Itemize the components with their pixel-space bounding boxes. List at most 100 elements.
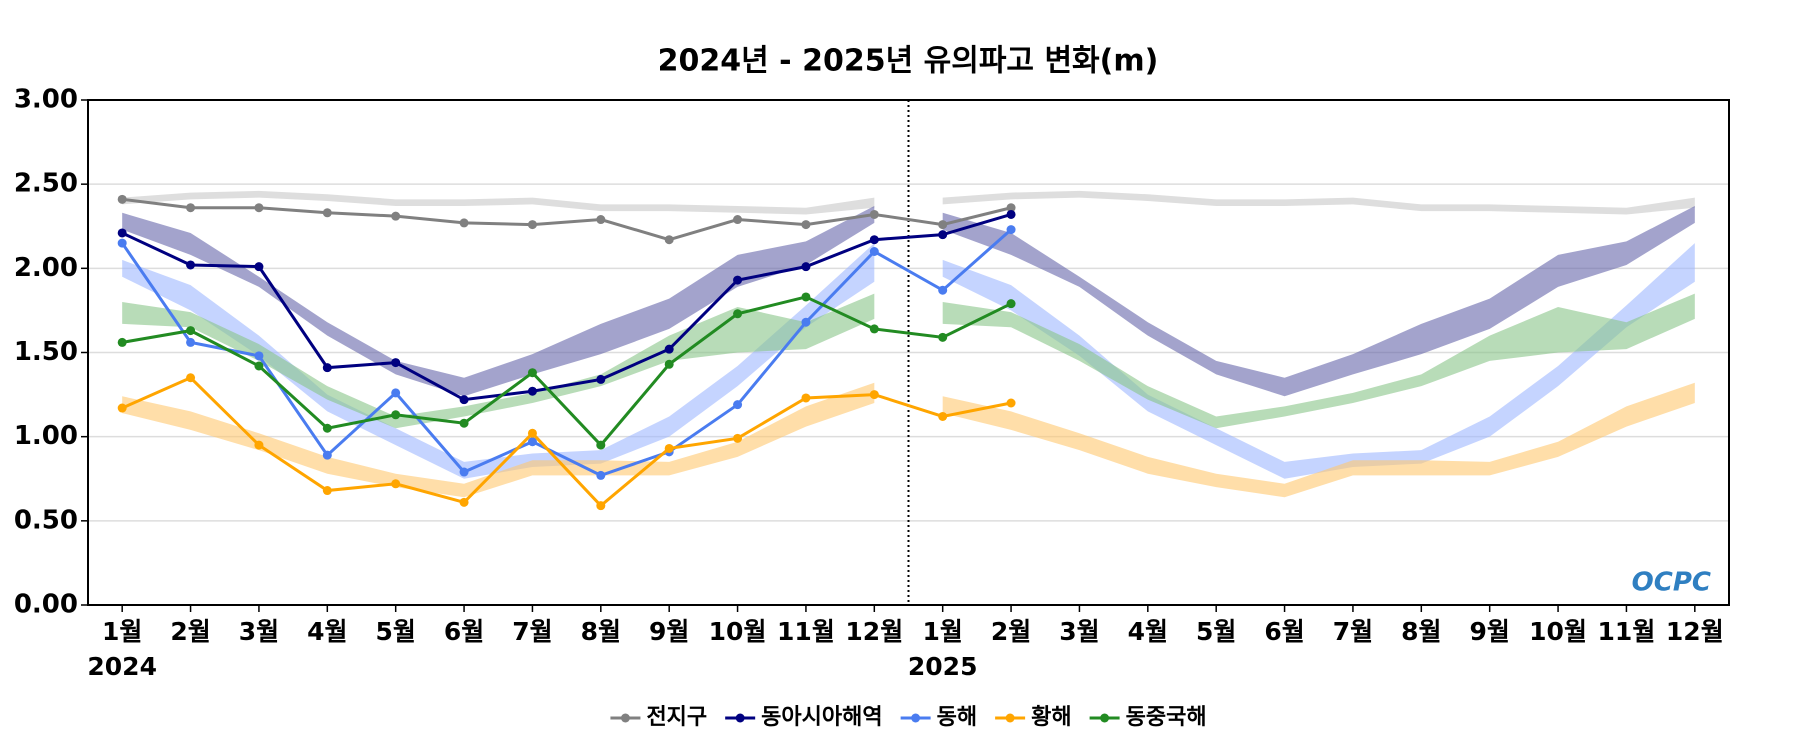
data-point [322,486,332,496]
chart-title: 2024년 - 2025년 유의파고 변화(m) [658,44,1159,79]
data-point [322,423,332,433]
data-point [664,344,674,354]
data-point [664,235,674,245]
climatology-band [942,190,1695,215]
data-point [391,358,401,368]
series-line [121,213,1012,402]
x-tick-label: 7월 [1333,617,1373,646]
x-tick-label: 1월 [102,617,142,646]
x-tick-label: 7월 [512,617,552,646]
x-tick-label: 9월 [1469,617,1509,646]
data-point [117,337,127,347]
data-point [391,211,401,221]
year-label: 2024 [87,652,157,681]
data-point [459,497,469,507]
climatology-band [122,206,875,397]
data-point [938,230,948,240]
data-point [254,361,264,371]
x-tick-label: 12월 [1666,617,1724,646]
data-point [391,388,401,398]
data-point [801,220,811,230]
y-tick-label: 2.00 [14,253,78,283]
x-tick-label: 9월 [649,617,689,646]
data-point [733,433,743,443]
x-tick-label: 6월 [1264,617,1304,646]
data-point [391,479,401,489]
data-point [186,373,196,383]
data-point [459,418,469,428]
climatology-band [122,190,875,215]
x-tick-label: 8월 [1401,617,1441,646]
x-tick-label: 3월 [239,617,279,646]
legend: 전지구 동아시아해역 동해 황해 동중국해 [610,705,1207,730]
data-point [459,395,469,405]
y-tick-label: 0.00 [14,590,78,620]
data-point [117,403,127,413]
data-point [938,411,948,421]
climatology-band [942,293,1695,429]
data-point [322,208,332,218]
data-point [527,437,537,447]
y-tick-label: 2.50 [14,169,78,199]
data-point [254,262,264,272]
y-tick-label: 3.00 [14,85,78,115]
data-point [733,309,743,319]
data-point [938,332,948,342]
legend-marker [735,713,745,723]
data-point [117,194,127,204]
data-point [596,374,606,384]
x-tick-label: 11월 [777,617,835,646]
series-line [121,295,1012,448]
legend-label: 황해 [1031,705,1071,730]
legend-marker [620,713,630,723]
x-tick-label: 1월 [922,617,962,646]
x-tick-label: 4월 [307,617,347,646]
x-tick-label: 10월 [1529,617,1587,646]
data-point [938,220,948,230]
data-point [254,203,264,213]
data-point [1006,299,1016,309]
x-tick-label: 3월 [1059,617,1099,646]
data-point [1006,398,1016,408]
data-point [664,359,674,369]
data-point [322,450,332,460]
data-point [733,275,743,285]
climatology-band [122,243,875,479]
data-point [117,238,127,248]
legend-marker [911,713,921,723]
data-point [186,203,196,213]
data-point [596,440,606,450]
data-point [801,393,811,403]
x-tick-label: 6월 [444,617,484,646]
data-point [1006,225,1016,235]
data-point [733,215,743,225]
data-point [596,215,606,225]
x-tick-label: 4월 [1128,617,1168,646]
data-point [459,218,469,228]
year-label: 2025 [908,652,978,681]
legend-marker [1100,713,1110,723]
climatology-band [942,206,1695,397]
y-tick-label: 1.50 [14,337,78,367]
x-tick-label: 12월 [845,617,903,646]
data-point [186,260,196,270]
x-tick-label: 5월 [1196,617,1236,646]
data-point [1006,209,1016,219]
climatology-band [942,382,1695,498]
data-point [801,262,811,272]
x-tick-label: 2월 [991,617,1031,646]
data-point [869,247,879,256]
x-tick-label: 2월 [170,617,210,646]
watermark: OCPC [1632,568,1711,598]
climatology-band [122,382,875,498]
data-point [869,235,879,245]
data-point [801,317,811,327]
x-tick-label: 10월 [709,617,767,646]
data-point [801,292,811,302]
x-tick-label: 5월 [375,617,415,646]
climatology-band [122,293,875,429]
legend-label: 동중국해 [1126,705,1207,730]
data-point [527,386,537,396]
legend-label: 전지구 [646,705,707,730]
legend-label: 동아시아해역 [761,705,882,730]
